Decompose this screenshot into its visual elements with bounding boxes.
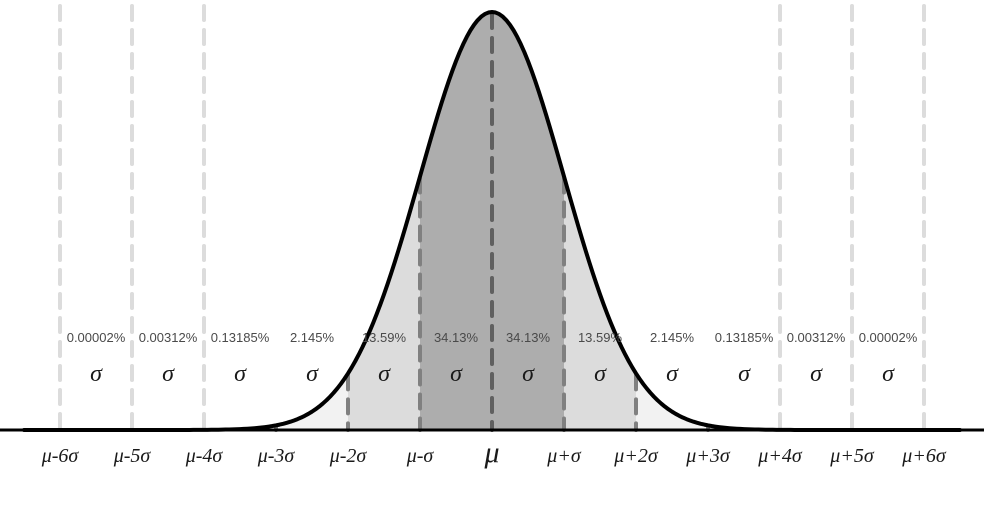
sigma-label: σ	[882, 361, 895, 387]
sigma-label: σ	[810, 361, 823, 387]
sigma-label: σ	[306, 361, 319, 387]
axis-label: μ+σ	[546, 445, 582, 467]
percent-label: 2.145%	[650, 330, 695, 345]
axis-label: μ-5σ	[113, 445, 152, 467]
percent-label: 13.59%	[578, 330, 623, 345]
axis-label: μ	[483, 436, 499, 469]
axis-label: μ-2σ	[329, 445, 368, 467]
sigma-label: σ	[522, 361, 535, 387]
sigma-label: σ	[234, 361, 247, 387]
percent-label: 0.00002%	[859, 330, 918, 345]
normal-distribution-chart: 0.00002% 0.00312% 0.13185% 2.145% 13.59% 34.1…	[0, 0, 984, 508]
sigma-label: σ	[162, 361, 175, 387]
axis-label: μ+6σ	[901, 445, 947, 467]
percent-label: 13.59%	[362, 330, 407, 345]
axis-label: μ+3σ	[685, 445, 731, 467]
percent-label: 2.145%	[290, 330, 335, 345]
percent-label: 0.00002%	[67, 330, 126, 345]
percent-label: 0.00312%	[787, 330, 846, 345]
axis-label: μ+2σ	[613, 445, 659, 467]
axis-label: μ-6σ	[41, 445, 80, 467]
axis-label: μ-4σ	[185, 445, 224, 467]
sigma-label: σ	[594, 361, 607, 387]
sigma-label: σ	[666, 361, 679, 387]
percent-label: 34.13%	[506, 330, 551, 345]
percent-label: 34.13%	[434, 330, 479, 345]
percent-label: 0.13185%	[715, 330, 774, 345]
sigma-label: σ	[738, 361, 751, 387]
percent-label: 0.13185%	[211, 330, 270, 345]
axis-label: μ-3σ	[257, 445, 296, 467]
axis-label: μ+5σ	[829, 445, 875, 467]
percent-label: 0.00312%	[139, 330, 198, 345]
sigma-label: σ	[378, 361, 391, 387]
axis-label: μ-σ	[406, 445, 435, 467]
sigma-label: σ	[90, 361, 103, 387]
axis-label: μ+4σ	[757, 445, 803, 467]
sigma-label: σ	[450, 361, 463, 387]
